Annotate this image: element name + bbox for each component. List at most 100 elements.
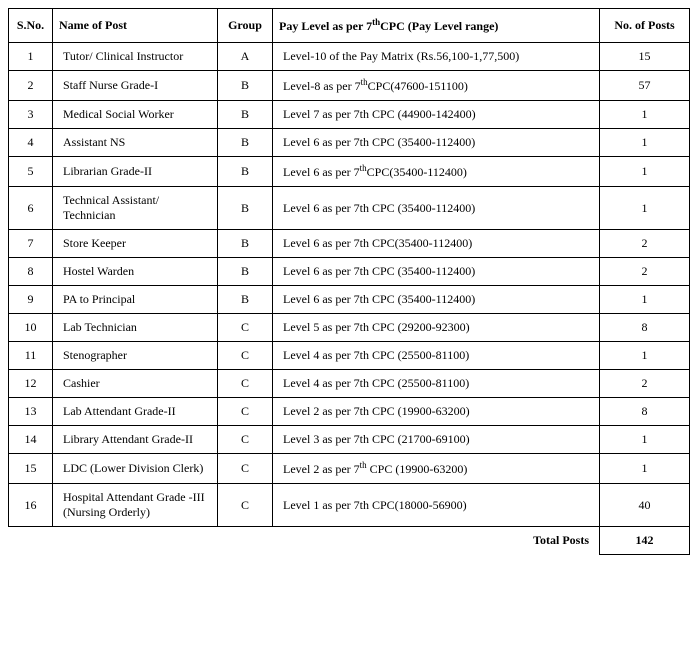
- cell-paylevel: Level-10 of the Pay Matrix (Rs.56,100-1,…: [273, 43, 600, 71]
- cell-group: C: [218, 342, 273, 370]
- cell-name: Library Attendant Grade-II: [53, 426, 218, 454]
- cell-paylevel: Level 2 as per 7th CPC (19900-63200): [273, 454, 600, 484]
- total-row: Total Posts 142: [9, 527, 690, 555]
- cell-group: B: [218, 71, 273, 101]
- th-sno: S.No.: [9, 9, 53, 43]
- table-row: 5Librarian Grade-IIBLevel 6 as per 7thCP…: [9, 157, 690, 187]
- cell-paylevel: Level 6 as per 7th CPC (35400-112400): [273, 258, 600, 286]
- cell-paylevel-suffix: CPC(35400-112400): [367, 165, 467, 179]
- cell-num: 40: [600, 484, 690, 527]
- cell-group: B: [218, 286, 273, 314]
- th-name: Name of Post: [53, 9, 218, 43]
- cell-num: 1: [600, 101, 690, 129]
- cell-paylevel-prefix: Level 6 as per 7: [283, 165, 360, 179]
- table-row: 12CashierCLevel 4 as per 7th CPC (25500-…: [9, 370, 690, 398]
- cell-name: Medical Social Worker: [53, 101, 218, 129]
- table-row: 15LDC (Lower Division Clerk)CLevel 2 as …: [9, 454, 690, 484]
- cell-sno: 6: [9, 187, 53, 230]
- table-row: 9PA to PrincipalBLevel 6 as per 7th CPC …: [9, 286, 690, 314]
- cell-num: 8: [600, 398, 690, 426]
- cell-name: PA to Principal: [53, 286, 218, 314]
- cell-sno: 2: [9, 71, 53, 101]
- cell-sno: 5: [9, 157, 53, 187]
- cell-paylevel-prefix: Level 2 as per 7: [283, 462, 360, 476]
- cell-num: 1: [600, 157, 690, 187]
- cell-paylevel: Level 6 as per 7thCPC(35400-112400): [273, 157, 600, 187]
- cell-name: Technical Assistant/ Technician: [53, 187, 218, 230]
- cell-sno: 10: [9, 314, 53, 342]
- cell-num: 57: [600, 71, 690, 101]
- cell-name: Lab Attendant Grade-II: [53, 398, 218, 426]
- cell-paylevel: Level 1 as per 7th CPC(18000-56900): [273, 484, 600, 527]
- cell-paylevel-sup: th: [360, 460, 367, 470]
- cell-sno: 9: [9, 286, 53, 314]
- cell-group: C: [218, 484, 273, 527]
- cell-num: 2: [600, 230, 690, 258]
- cell-num: 1: [600, 454, 690, 484]
- cell-name: Lab Technician: [53, 314, 218, 342]
- cell-sno: 7: [9, 230, 53, 258]
- cell-sno: 11: [9, 342, 53, 370]
- cell-sno: 15: [9, 454, 53, 484]
- cell-paylevel: Level-8 as per 7thCPC(47600-151100): [273, 71, 600, 101]
- cell-num: 1: [600, 129, 690, 157]
- cell-paylevel: Level 4 as per 7th CPC (25500-81100): [273, 342, 600, 370]
- cell-group: C: [218, 370, 273, 398]
- table-row: 3Medical Social WorkerBLevel 7 as per 7t…: [9, 101, 690, 129]
- cell-group: C: [218, 454, 273, 484]
- total-label: Total Posts: [9, 527, 600, 555]
- table-row: 16Hospital Attendant Grade -III (Nursing…: [9, 484, 690, 527]
- table-row: 10Lab TechnicianCLevel 5 as per 7th CPC …: [9, 314, 690, 342]
- cell-paylevel: Level 6 as per 7th CPC (35400-112400): [273, 129, 600, 157]
- cell-name: Store Keeper: [53, 230, 218, 258]
- th-paylevel-prefix: Pay Level as per 7: [279, 19, 372, 33]
- th-paylevel-sup: th: [372, 17, 380, 27]
- th-paylevel: Pay Level as per 7thCPC (Pay Level range…: [273, 9, 600, 43]
- table-row: 6Technical Assistant/ TechnicianBLevel 6…: [9, 187, 690, 230]
- cell-group: B: [218, 129, 273, 157]
- cell-group: C: [218, 314, 273, 342]
- cell-group: B: [218, 230, 273, 258]
- cell-name: Tutor/ Clinical Instructor: [53, 43, 218, 71]
- cell-name: Stenographer: [53, 342, 218, 370]
- th-group: Group: [218, 9, 273, 43]
- cell-group: C: [218, 426, 273, 454]
- table-row: 4Assistant NSBLevel 6 as per 7th CPC (35…: [9, 129, 690, 157]
- cell-sno: 4: [9, 129, 53, 157]
- cell-sno: 8: [9, 258, 53, 286]
- posts-table: S.No. Name of Post Group Pay Level as pe…: [8, 8, 690, 555]
- cell-paylevel: Level 6 as per 7th CPC(35400-112400): [273, 230, 600, 258]
- table-row: 14Library Attendant Grade-IICLevel 3 as …: [9, 426, 690, 454]
- cell-num: 1: [600, 342, 690, 370]
- cell-group: C: [218, 398, 273, 426]
- cell-paylevel: Level 7 as per 7th CPC (44900-142400): [273, 101, 600, 129]
- cell-group: B: [218, 258, 273, 286]
- table-row: 11StenographerCLevel 4 as per 7th CPC (2…: [9, 342, 690, 370]
- cell-group: B: [218, 101, 273, 129]
- cell-num: 2: [600, 370, 690, 398]
- total-value: 142: [600, 527, 690, 555]
- cell-sno: 16: [9, 484, 53, 527]
- cell-sno: 14: [9, 426, 53, 454]
- cell-name: Librarian Grade-II: [53, 157, 218, 187]
- cell-paylevel: Level 2 as per 7th CPC (19900-63200): [273, 398, 600, 426]
- cell-name: Hostel Warden: [53, 258, 218, 286]
- table-row: 2Staff Nurse Grade-IBLevel-8 as per 7thC…: [9, 71, 690, 101]
- cell-sno: 13: [9, 398, 53, 426]
- table-row: 7Store KeeperBLevel 6 as per 7th CPC(354…: [9, 230, 690, 258]
- cell-num: 1: [600, 426, 690, 454]
- cell-paylevel-suffix: CPC (19900-63200): [367, 462, 468, 476]
- cell-paylevel: Level 3 as per 7th CPC (21700-69100): [273, 426, 600, 454]
- cell-sno: 3: [9, 101, 53, 129]
- cell-num: 8: [600, 314, 690, 342]
- cell-num: 1: [600, 286, 690, 314]
- cell-paylevel: Level 5 as per 7th CPC (29200-92300): [273, 314, 600, 342]
- cell-paylevel-suffix: CPC(47600-151100): [368, 79, 468, 93]
- th-num: No. of Posts: [600, 9, 690, 43]
- cell-num: 15: [600, 43, 690, 71]
- cell-paylevel: Level 4 as per 7th CPC (25500-81100): [273, 370, 600, 398]
- cell-name: LDC (Lower Division Clerk): [53, 454, 218, 484]
- cell-paylevel: Level 6 as per 7th CPC (35400-112400): [273, 187, 600, 230]
- cell-num: 2: [600, 258, 690, 286]
- th-paylevel-suffix: CPC (Pay Level range): [380, 19, 498, 33]
